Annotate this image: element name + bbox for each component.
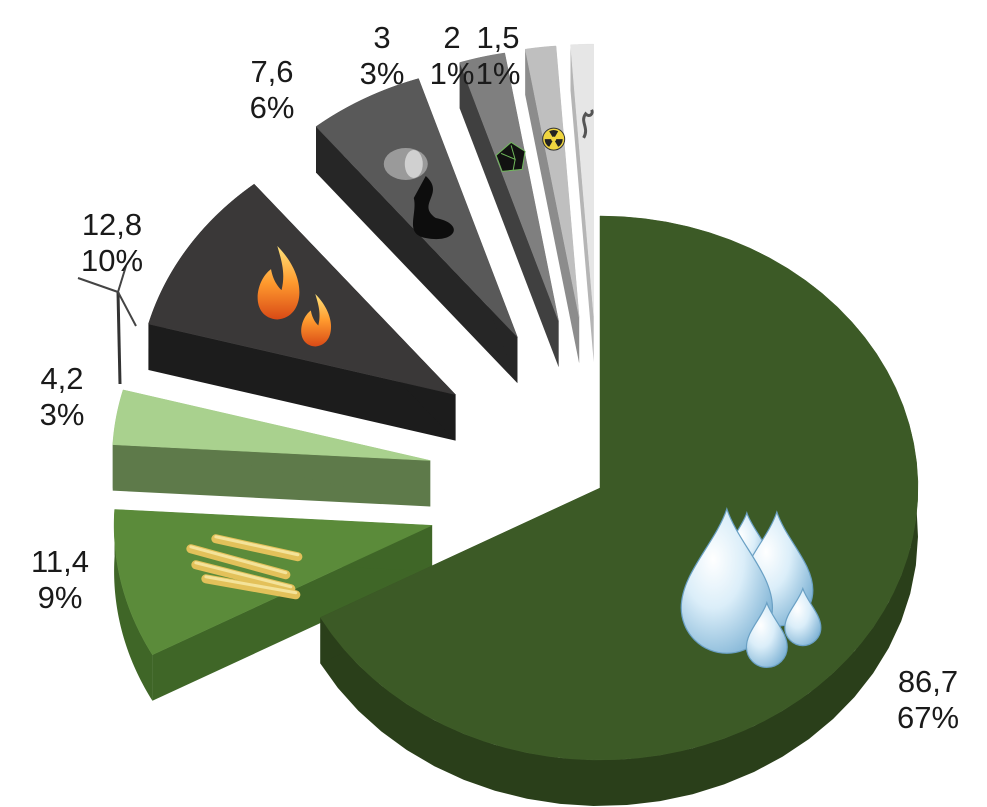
- slice-label: 12,8 10%: [81, 207, 143, 279]
- slice-label: 7,6 6%: [250, 54, 295, 126]
- slice-value-label: 1,5: [476, 20, 520, 55]
- slice-percent-label: 10%: [80, 243, 144, 278]
- slice-label: 1,5 1%: [476, 20, 521, 92]
- slice-percent-label: 1%: [475, 56, 521, 91]
- slice-value-label: 3: [373, 20, 391, 55]
- pie-slice: [570, 43, 594, 317]
- slice-percent-label: 3%: [39, 397, 85, 432]
- pie-slice-icons: [77, 109, 822, 669]
- sugarcane-icon: [186, 534, 303, 600]
- slice-cut-face: [525, 49, 580, 364]
- slice-percent-label: 3%: [359, 56, 405, 91]
- pie-slice: [112, 389, 431, 461]
- slice-percent-label: 6%: [249, 90, 295, 125]
- slice-label: 86,7 67%: [897, 664, 959, 736]
- slice-value-label: 86,7: [897, 664, 959, 699]
- slice-value-label: 2: [443, 20, 461, 55]
- slice-percent-label: 67%: [896, 700, 960, 735]
- slice-value-label: 12,8: [81, 207, 143, 242]
- water-drops-icon: [680, 507, 822, 669]
- wind-turbine-icon: [77, 265, 137, 385]
- flame-icon: [257, 246, 332, 347]
- smoke-icon: [582, 109, 594, 139]
- slice-value-label: 11,4: [30, 544, 90, 579]
- oil-spill-icon: [383, 147, 454, 240]
- slice-label: 4,2 3%: [40, 361, 85, 433]
- pie-slice: [148, 183, 457, 396]
- slice-percent-label: 9%: [37, 580, 83, 615]
- slice-label: 3 3%: [360, 20, 405, 92]
- slice-side-wall: [114, 509, 153, 701]
- pie-slice: [524, 45, 580, 318]
- slice-percent-label: 1%: [429, 56, 475, 91]
- slice-label: 11,4 9%: [31, 544, 89, 616]
- slice-value-label: 4,2: [40, 361, 84, 396]
- slice-cut-face: [459, 62, 559, 368]
- pie-slice: [459, 52, 559, 322]
- slice-cut-face: [148, 324, 456, 441]
- coal-icon: [495, 141, 526, 172]
- slice-value-label: 7,6: [250, 54, 294, 89]
- slice-cut-face: [316, 126, 518, 384]
- slice-cut-face: [570, 44, 594, 363]
- radioactive-icon: [542, 127, 566, 151]
- slice-cut-face: [152, 525, 433, 701]
- slice-label: 2 1%: [430, 20, 475, 92]
